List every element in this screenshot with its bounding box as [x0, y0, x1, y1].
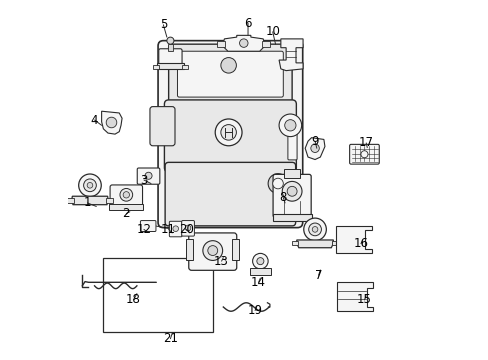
- FancyBboxPatch shape: [110, 185, 142, 206]
- Circle shape: [79, 174, 101, 197]
- Circle shape: [308, 223, 321, 236]
- Circle shape: [286, 186, 296, 196]
- FancyBboxPatch shape: [272, 174, 310, 217]
- Circle shape: [106, 117, 117, 128]
- Text: 6: 6: [244, 17, 251, 30]
- FancyBboxPatch shape: [159, 49, 182, 66]
- Text: 9: 9: [311, 135, 318, 148]
- Text: 16: 16: [353, 237, 367, 250]
- Text: 21: 21: [163, 332, 178, 345]
- FancyBboxPatch shape: [164, 100, 296, 172]
- Circle shape: [123, 192, 129, 198]
- Bar: [67, 198, 74, 203]
- Bar: [249, 268, 270, 275]
- Circle shape: [166, 37, 174, 44]
- Polygon shape: [296, 240, 333, 248]
- Bar: [232, 239, 239, 260]
- Circle shape: [145, 172, 152, 179]
- Bar: [262, 41, 270, 47]
- Polygon shape: [222, 35, 264, 51]
- Bar: [168, 44, 172, 51]
- Text: 17: 17: [358, 136, 373, 149]
- Text: 18: 18: [126, 293, 141, 306]
- Text: 12: 12: [136, 223, 151, 236]
- Circle shape: [185, 225, 190, 231]
- Bar: [272, 213, 311, 221]
- Text: 19: 19: [247, 304, 262, 317]
- Text: 15: 15: [356, 293, 371, 306]
- Bar: [103, 258, 212, 332]
- Bar: [157, 63, 183, 69]
- Circle shape: [207, 246, 217, 256]
- Circle shape: [303, 218, 325, 241]
- FancyBboxPatch shape: [177, 51, 283, 97]
- FancyBboxPatch shape: [137, 168, 160, 184]
- Text: 5: 5: [160, 18, 167, 31]
- Bar: [217, 41, 224, 47]
- Circle shape: [221, 58, 236, 73]
- Polygon shape: [279, 39, 303, 71]
- Text: 10: 10: [265, 25, 280, 38]
- Circle shape: [221, 125, 236, 140]
- FancyBboxPatch shape: [287, 130, 296, 160]
- Bar: [291, 241, 298, 245]
- Text: 13: 13: [214, 255, 228, 267]
- Circle shape: [272, 178, 283, 189]
- Text: 3: 3: [140, 174, 147, 186]
- Circle shape: [310, 144, 319, 153]
- FancyBboxPatch shape: [165, 162, 295, 226]
- Bar: [109, 204, 143, 210]
- FancyBboxPatch shape: [169, 221, 182, 237]
- Circle shape: [215, 119, 242, 146]
- Polygon shape: [305, 138, 324, 159]
- Circle shape: [279, 114, 301, 136]
- Circle shape: [267, 174, 287, 193]
- FancyBboxPatch shape: [188, 233, 236, 270]
- Circle shape: [239, 39, 247, 48]
- Polygon shape: [336, 282, 372, 311]
- Polygon shape: [71, 196, 108, 205]
- Circle shape: [282, 181, 302, 201]
- FancyBboxPatch shape: [182, 221, 194, 236]
- Bar: [331, 241, 337, 245]
- FancyBboxPatch shape: [168, 44, 291, 108]
- FancyBboxPatch shape: [150, 107, 175, 146]
- Text: 11: 11: [161, 223, 176, 236]
- Polygon shape: [102, 111, 122, 134]
- Circle shape: [360, 151, 367, 158]
- Bar: [284, 170, 299, 178]
- Circle shape: [203, 241, 222, 260]
- Text: 4: 4: [91, 113, 98, 126]
- Text: 20: 20: [179, 223, 193, 236]
- Text: 2: 2: [122, 207, 130, 220]
- Text: 8: 8: [279, 191, 286, 204]
- FancyBboxPatch shape: [158, 41, 302, 228]
- FancyBboxPatch shape: [140, 221, 156, 231]
- Bar: [105, 198, 113, 203]
- Circle shape: [83, 179, 96, 192]
- Bar: [186, 239, 193, 260]
- Circle shape: [87, 183, 93, 188]
- Circle shape: [252, 253, 267, 269]
- FancyBboxPatch shape: [349, 144, 379, 164]
- Bar: [152, 65, 159, 69]
- Bar: [182, 65, 188, 69]
- Circle shape: [256, 258, 264, 265]
- Circle shape: [120, 189, 132, 201]
- Text: 14: 14: [251, 276, 265, 289]
- Circle shape: [173, 226, 178, 231]
- Circle shape: [284, 120, 295, 131]
- Circle shape: [312, 226, 317, 232]
- Polygon shape: [336, 226, 371, 253]
- Text: 1: 1: [83, 197, 91, 210]
- Text: 7: 7: [314, 269, 322, 282]
